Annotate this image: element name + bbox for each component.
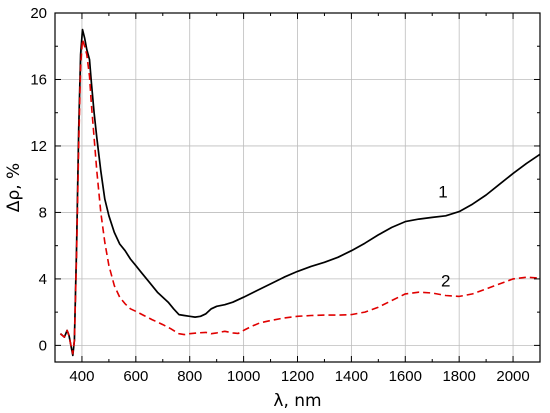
series-lines bbox=[59, 28, 541, 357]
y-tick-label: 20 bbox=[30, 5, 47, 22]
x-tick-label: 1800 bbox=[442, 368, 475, 385]
x-tick-label: 1000 bbox=[227, 368, 260, 385]
grid-lines bbox=[55, 12, 540, 362]
x-tick-label: 600 bbox=[123, 368, 148, 385]
x-tick-label: 2000 bbox=[496, 368, 529, 385]
x-tick-label: 1600 bbox=[389, 368, 422, 385]
y-axis-title: Δρ, % bbox=[4, 163, 24, 212]
series-line-2 bbox=[59, 38, 541, 355]
x-tick-label: 1400 bbox=[335, 368, 368, 385]
curve-labels: 12 bbox=[438, 182, 450, 290]
x-tick-label: 800 bbox=[177, 368, 202, 385]
y-tick-label: 12 bbox=[30, 138, 47, 155]
y-tick-label: 0 bbox=[39, 337, 47, 354]
series-line-1 bbox=[59, 28, 541, 357]
curve-label-2: 2 bbox=[441, 271, 450, 290]
curve-label-1: 1 bbox=[438, 182, 447, 201]
y-tick-label: 4 bbox=[39, 271, 47, 288]
x-axis-title: λ, nm bbox=[273, 391, 321, 411]
x-tick-label: 400 bbox=[69, 368, 94, 385]
y-tick-label: 16 bbox=[30, 71, 47, 88]
x-tick-label: 1200 bbox=[281, 368, 314, 385]
y-tick-label: 8 bbox=[39, 204, 47, 221]
axis-ticks bbox=[54, 12, 541, 362]
tick-labels: 400 600 800 1000 1200 1400 1600 1800 20000481216… bbox=[30, 5, 529, 385]
